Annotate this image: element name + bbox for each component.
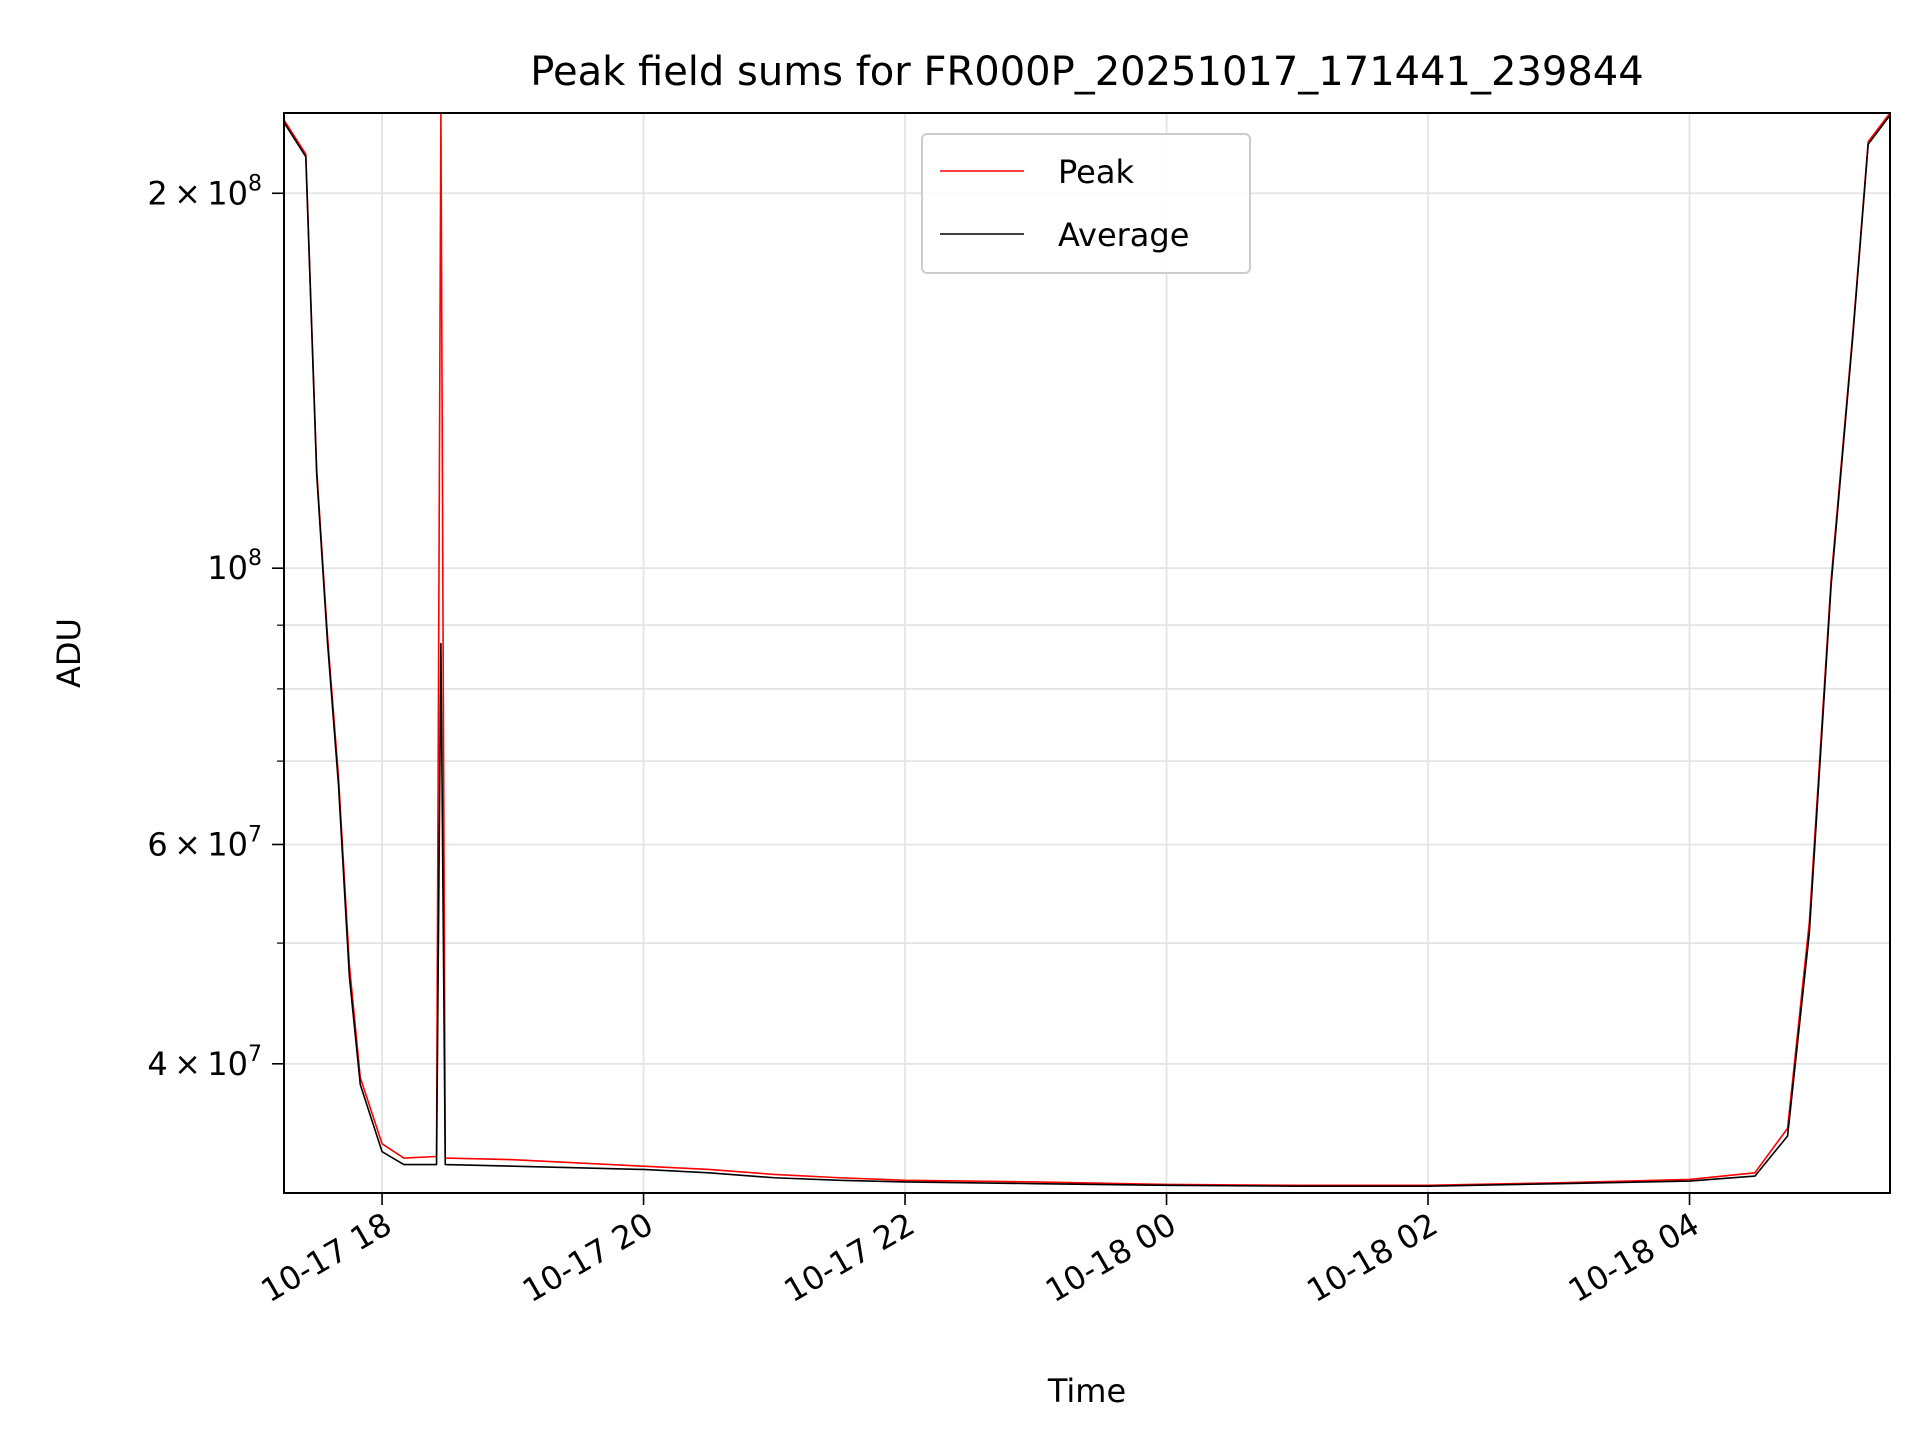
y-tick-label: 108 bbox=[207, 546, 262, 587]
y-tick-label: 2 × 108 bbox=[147, 171, 262, 212]
legend-label-peak: Peak bbox=[1058, 153, 1134, 191]
plot-frame bbox=[283, 112, 1891, 1194]
y-axis: 4 × 107 6 × 107 108 2 × 108 bbox=[147, 171, 284, 1083]
chart-title: Peak field sums for FR000P_20251017_1714… bbox=[530, 49, 1643, 95]
grid bbox=[284, 113, 1890, 1193]
x-axis-label: Time bbox=[1047, 1372, 1126, 1410]
plot-lines bbox=[284, 113, 1890, 1187]
series-line-peak bbox=[284, 113, 1890, 1187]
y-axis-label: ADU bbox=[50, 618, 88, 688]
legend: Peak Average bbox=[921, 133, 1251, 274]
y-tick-label: 4 × 107 bbox=[147, 1042, 262, 1083]
legend-label-average: Average bbox=[1058, 216, 1189, 254]
legend-box bbox=[921, 133, 1251, 274]
series-line-average bbox=[284, 114, 1890, 1187]
y-tick-label: 6 × 107 bbox=[147, 822, 262, 863]
